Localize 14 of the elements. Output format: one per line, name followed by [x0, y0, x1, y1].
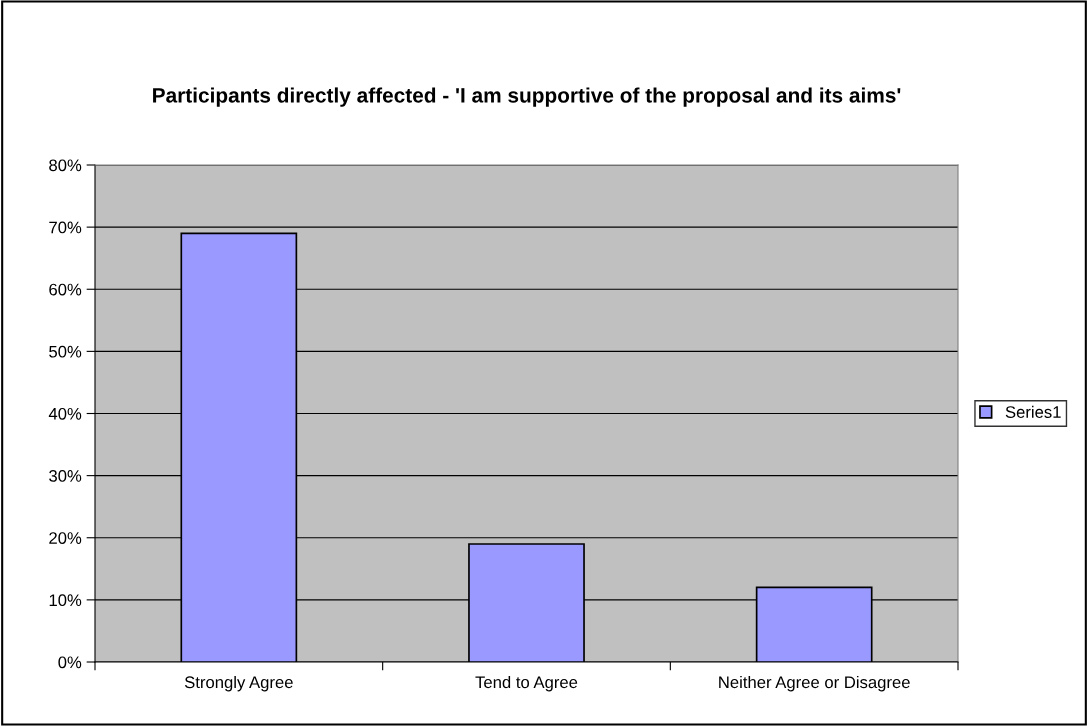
x-tick-label: Tend to Agree [475, 675, 578, 692]
x-tick-label: Neither Agree or Disagree [719, 675, 910, 692]
y-tick-label: 40% [48, 407, 82, 420]
y-tick-label: 0% [58, 656, 82, 669]
legend-label: Series1 [1005, 405, 1061, 418]
y-tick-label: 80% [49, 159, 82, 172]
y-tick-label: 10% [49, 594, 82, 607]
chart-title: Participants directly affected - 'I am supportive of the proposal and its aims' [153, 87, 901, 107]
y-tick-label: 20% [49, 532, 82, 544]
x-tick-label: Strongly Agree [184, 675, 293, 692]
y-tick-label: 30% [49, 470, 82, 482]
y-tick-label: 60% [49, 283, 82, 296]
y-tick-label: 70% [49, 221, 82, 234]
y-tick-label: 50% [49, 345, 82, 358]
